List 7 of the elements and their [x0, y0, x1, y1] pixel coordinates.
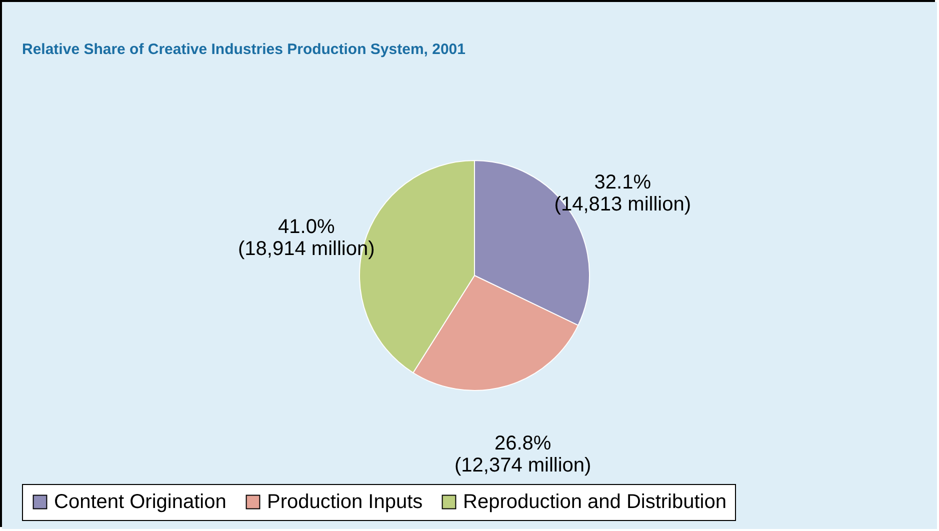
data-label: 26.8% (12,374 million)	[454, 432, 592, 477]
legend-label: Production Inputs	[267, 491, 423, 513]
legend-label: Content Origination	[54, 491, 226, 513]
data-label: 41.0% (18,914 million)	[238, 216, 375, 260]
data-label: 32.1% (14,813 million)	[554, 171, 692, 216]
legend-label: Reproduction and Distribution	[463, 491, 726, 513]
chart-title: Relative Share of Creative Industries Production System, 2001	[22, 41, 466, 58]
